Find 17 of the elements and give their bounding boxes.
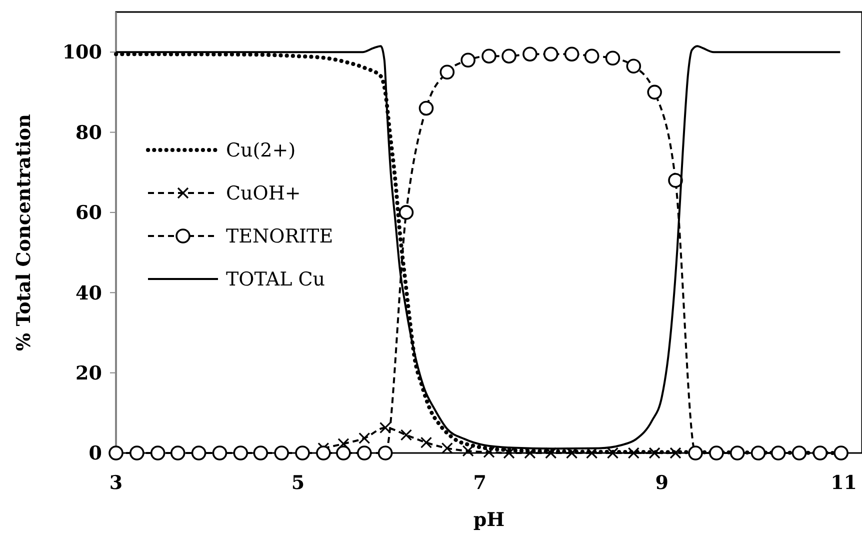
- x-axis-title: pH: [473, 509, 505, 531]
- legend-label: TENORITE: [226, 226, 334, 248]
- x-tick-label: 5: [291, 472, 305, 494]
- y-tick-label: 20: [76, 362, 102, 384]
- y-axis-title: % Total Concentration: [13, 114, 35, 351]
- x-tick-label: 7: [473, 472, 487, 494]
- legend-label: TOTAL Cu: [226, 268, 326, 291]
- y-tick-label: 80: [76, 122, 102, 144]
- legend-label: Cu(2+): [226, 140, 296, 162]
- y-tick-label: 60: [76, 202, 102, 224]
- legend-label: CuOH+: [226, 182, 301, 205]
- x-tick-label: 9: [655, 472, 668, 494]
- y-tick-label: 0: [88, 442, 102, 465]
- y-tick-label: 100: [62, 42, 102, 64]
- x-tick-label: 3: [109, 472, 123, 494]
- x-tick-label: 11: [830, 472, 858, 494]
- y-tick-label: 40: [76, 282, 102, 304]
